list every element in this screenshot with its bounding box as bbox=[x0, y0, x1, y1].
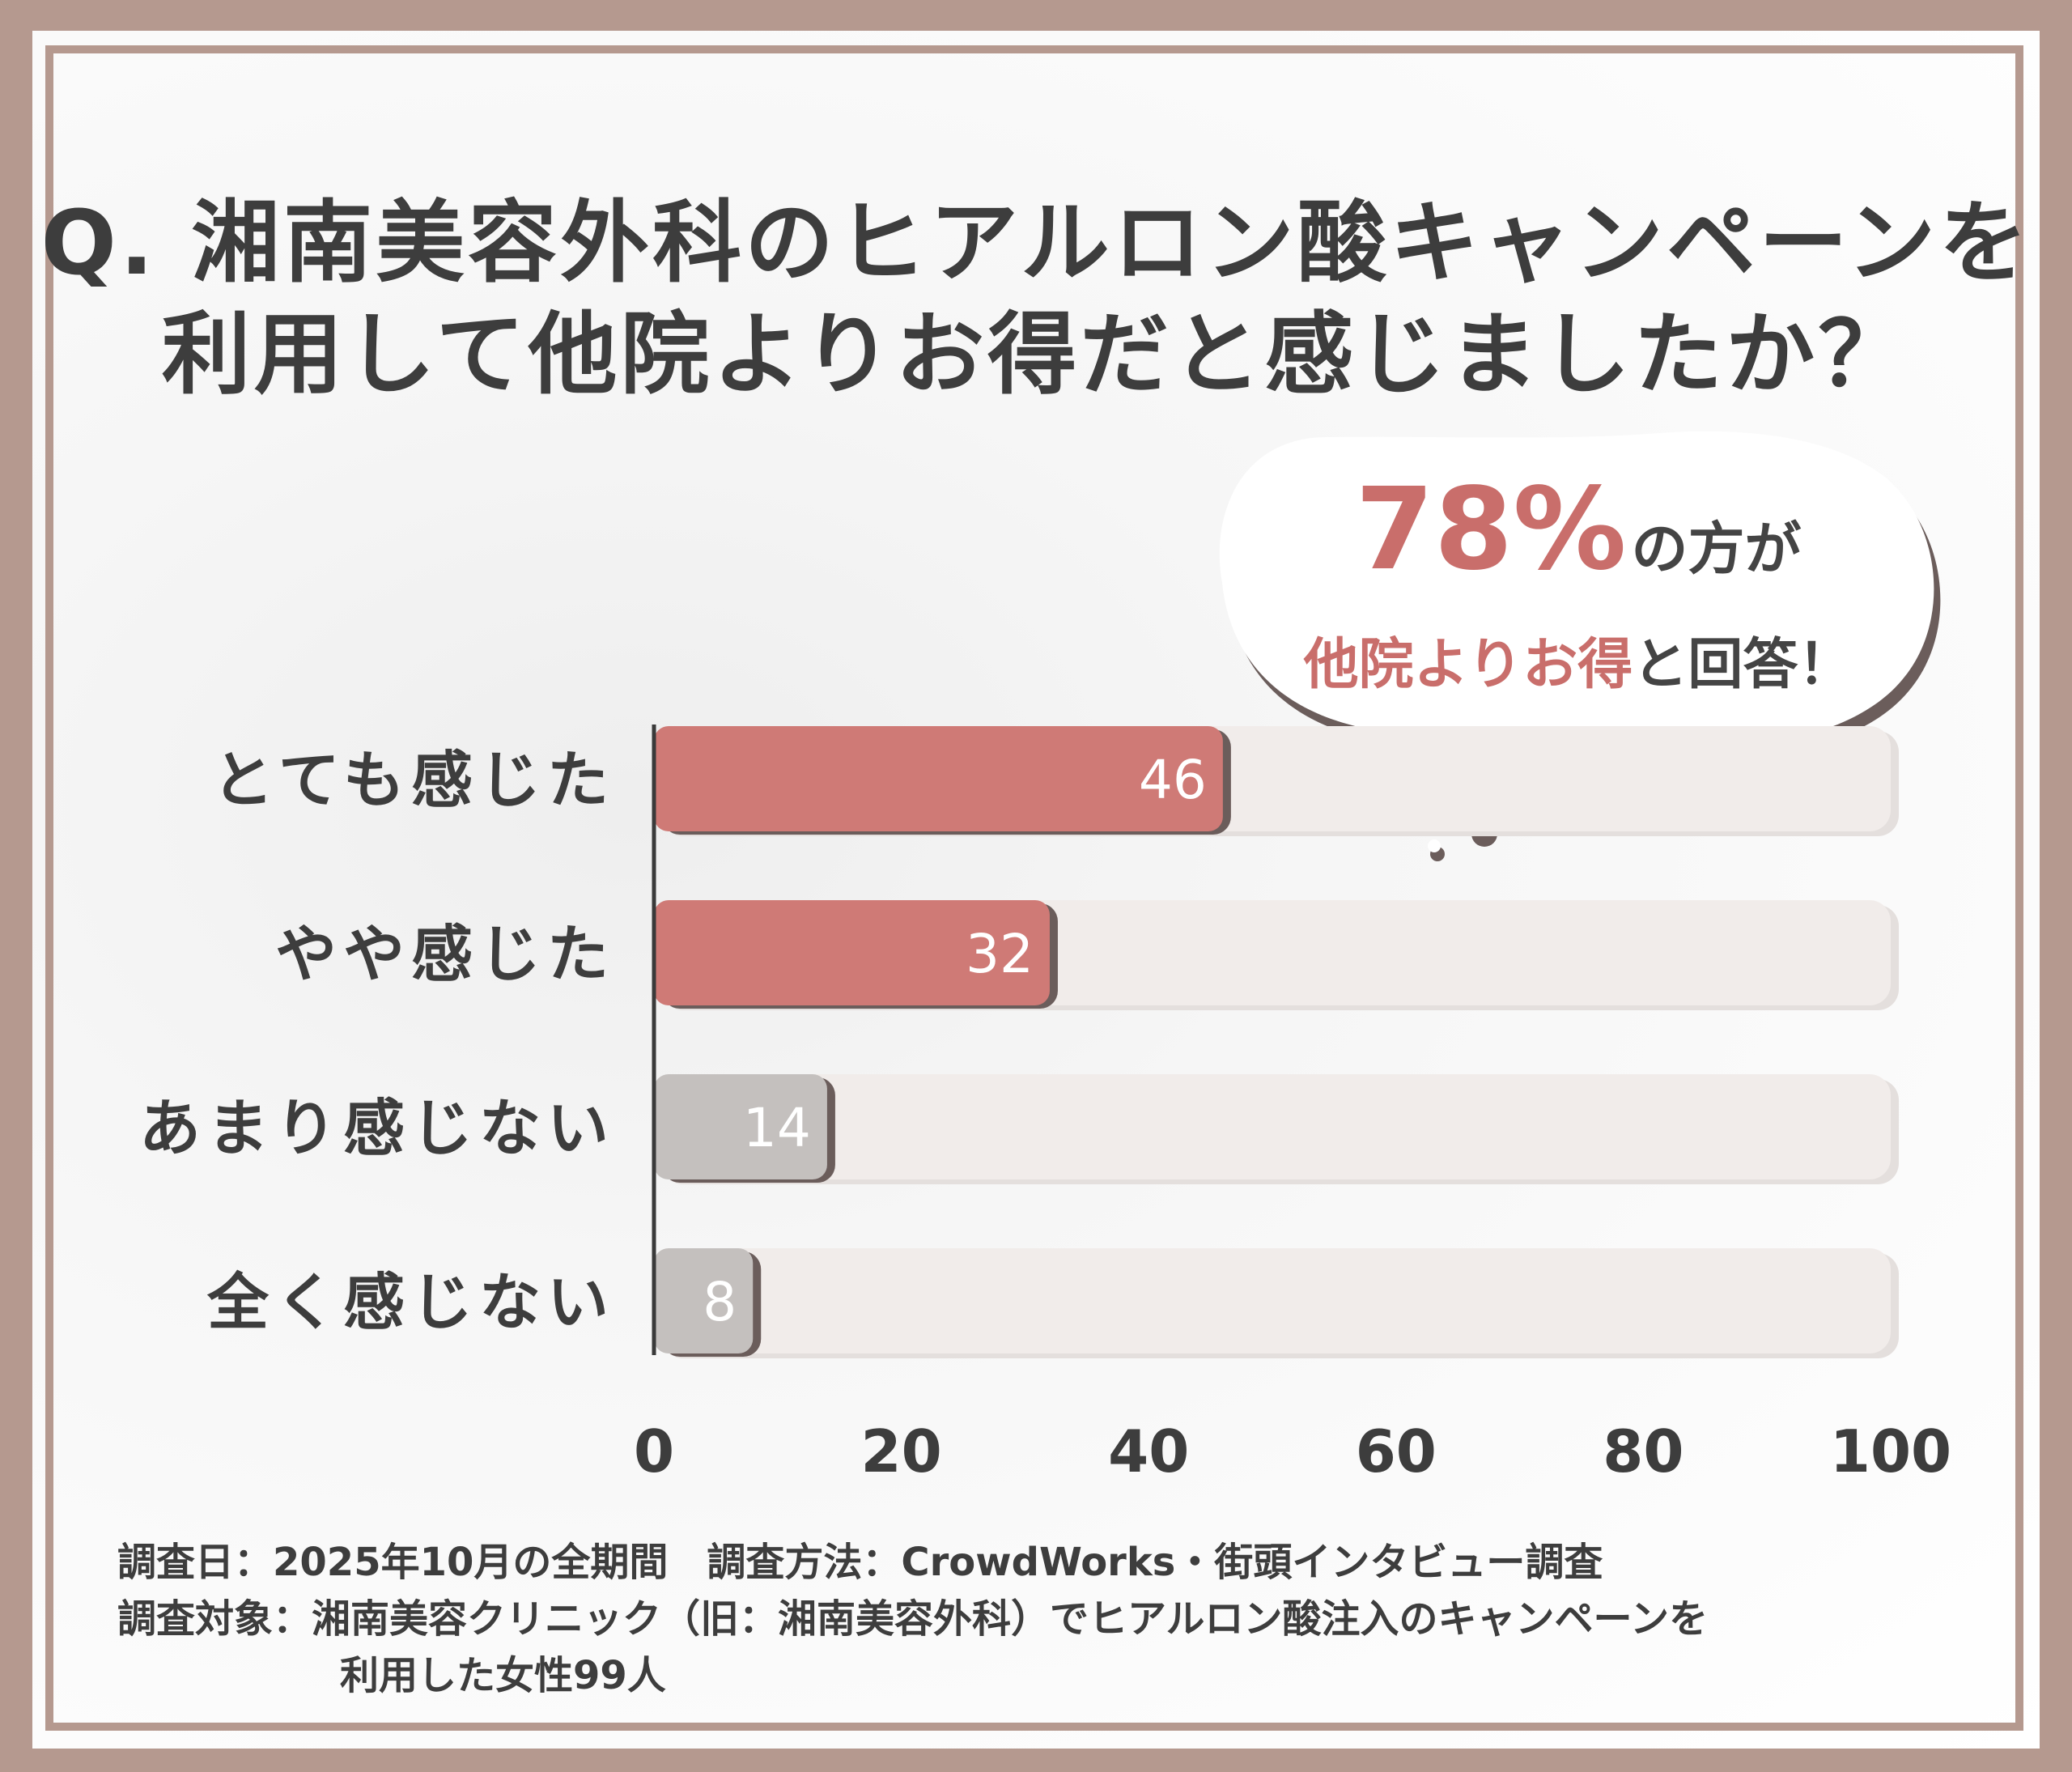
survey-target-cont: 利用した女性99人 bbox=[340, 1653, 666, 1698]
bar bbox=[654, 1248, 754, 1353]
callout-line-1: 78%の方が bbox=[1222, 470, 1934, 625]
bar-value-label: 8 bbox=[703, 1271, 737, 1333]
x-tick-label: 60 bbox=[1356, 1417, 1437, 1485]
x-tick-label: 40 bbox=[1108, 1417, 1189, 1485]
callout-line2-rest: と回答！ bbox=[1633, 633, 1853, 697]
x-tick-label: 0 bbox=[634, 1417, 674, 1485]
x-tick-label: 20 bbox=[860, 1417, 941, 1485]
panel-background bbox=[32, 31, 2040, 1749]
bar bbox=[654, 726, 1223, 831]
survey-target: 調査対象：湘南美容クリニック（旧：湘南美容外科）でヒアルロン酸注入のキャンペーン… bbox=[117, 1596, 1709, 1642]
bar-track bbox=[654, 1074, 1891, 1179]
x-tick-label: 80 bbox=[1603, 1417, 1684, 1485]
bar bbox=[654, 900, 1050, 1005]
category-label: とても感じた bbox=[212, 744, 615, 816]
title-line-2: 利用して他院よりお得だと感じましたか？ bbox=[161, 303, 1911, 406]
bar-value-label: 14 bbox=[743, 1097, 811, 1159]
callout-line1-rest: の方が bbox=[1631, 516, 1802, 582]
x-tick-label: 100 bbox=[1830, 1417, 1951, 1485]
bar bbox=[654, 1074, 827, 1179]
category-label: あまり感じない bbox=[139, 1092, 615, 1164]
thought-dot-small bbox=[1428, 839, 1441, 852]
bar-track bbox=[654, 1248, 1891, 1353]
callout-text: 78%の方が 他院よりお得と回答！ bbox=[1222, 470, 1934, 706]
bars: 46 32 14 8 bbox=[654, 726, 1231, 1357]
title-line-1: Q. 湘南美容外科のヒアルロン酸キャンペーンを bbox=[40, 191, 2032, 295]
survey-date-method: 調査日：2025年10月の全期間 調査方法：CrowdWorks・街頭インタビュ… bbox=[117, 1540, 1603, 1585]
callout-percent: 78% bbox=[1355, 464, 1627, 596]
category-label: 全く感じない bbox=[206, 1266, 615, 1338]
category-label: やや感じた bbox=[275, 918, 615, 990]
x-axis-ticks: 0 20 40 60 80 100 bbox=[634, 1417, 1951, 1485]
callout-accent: 他院よりお得 bbox=[1303, 633, 1633, 697]
speech-bubble bbox=[1219, 431, 1941, 861]
speech-bubble-body bbox=[1219, 431, 1934, 791]
bar-value-label: 32 bbox=[966, 923, 1034, 985]
bar-value-label: 46 bbox=[1139, 749, 1207, 811]
callout-line-2: 他院よりお得と回答！ bbox=[1222, 625, 1934, 706]
